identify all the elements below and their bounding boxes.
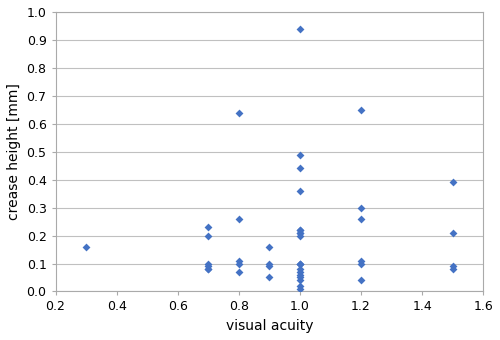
Point: [357, 258, 365, 264]
Point: [448, 230, 456, 236]
Point: [296, 261, 304, 266]
Point: [204, 233, 212, 238]
Point: [448, 180, 456, 185]
Point: [235, 261, 243, 266]
Point: [235, 269, 243, 275]
Point: [204, 264, 212, 269]
Point: [296, 166, 304, 171]
Point: [296, 152, 304, 157]
Point: [296, 277, 304, 283]
Point: [296, 188, 304, 193]
Point: [296, 230, 304, 236]
Point: [235, 216, 243, 222]
Point: [357, 107, 365, 113]
Point: [296, 275, 304, 280]
Point: [204, 267, 212, 272]
Point: [296, 233, 304, 238]
Point: [204, 261, 212, 266]
Point: [204, 267, 212, 272]
Point: [296, 269, 304, 275]
Point: [296, 286, 304, 291]
Point: [266, 275, 274, 280]
Point: [296, 261, 304, 266]
Point: [357, 216, 365, 222]
Point: [296, 26, 304, 31]
Point: [266, 244, 274, 250]
Point: [235, 110, 243, 115]
Point: [296, 283, 304, 289]
Point: [296, 267, 304, 272]
Point: [82, 244, 90, 250]
Point: [448, 267, 456, 272]
Point: [357, 261, 365, 266]
Point: [204, 224, 212, 230]
Y-axis label: crease height [mm]: crease height [mm]: [7, 83, 21, 220]
Point: [235, 258, 243, 264]
Point: [266, 264, 274, 269]
Point: [266, 261, 274, 266]
Point: [296, 272, 304, 277]
Point: [296, 227, 304, 233]
Point: [448, 264, 456, 269]
Point: [357, 205, 365, 210]
Point: [296, 230, 304, 236]
Point: [296, 261, 304, 266]
X-axis label: visual acuity: visual acuity: [226, 319, 313, 333]
Point: [296, 227, 304, 233]
Point: [357, 277, 365, 283]
